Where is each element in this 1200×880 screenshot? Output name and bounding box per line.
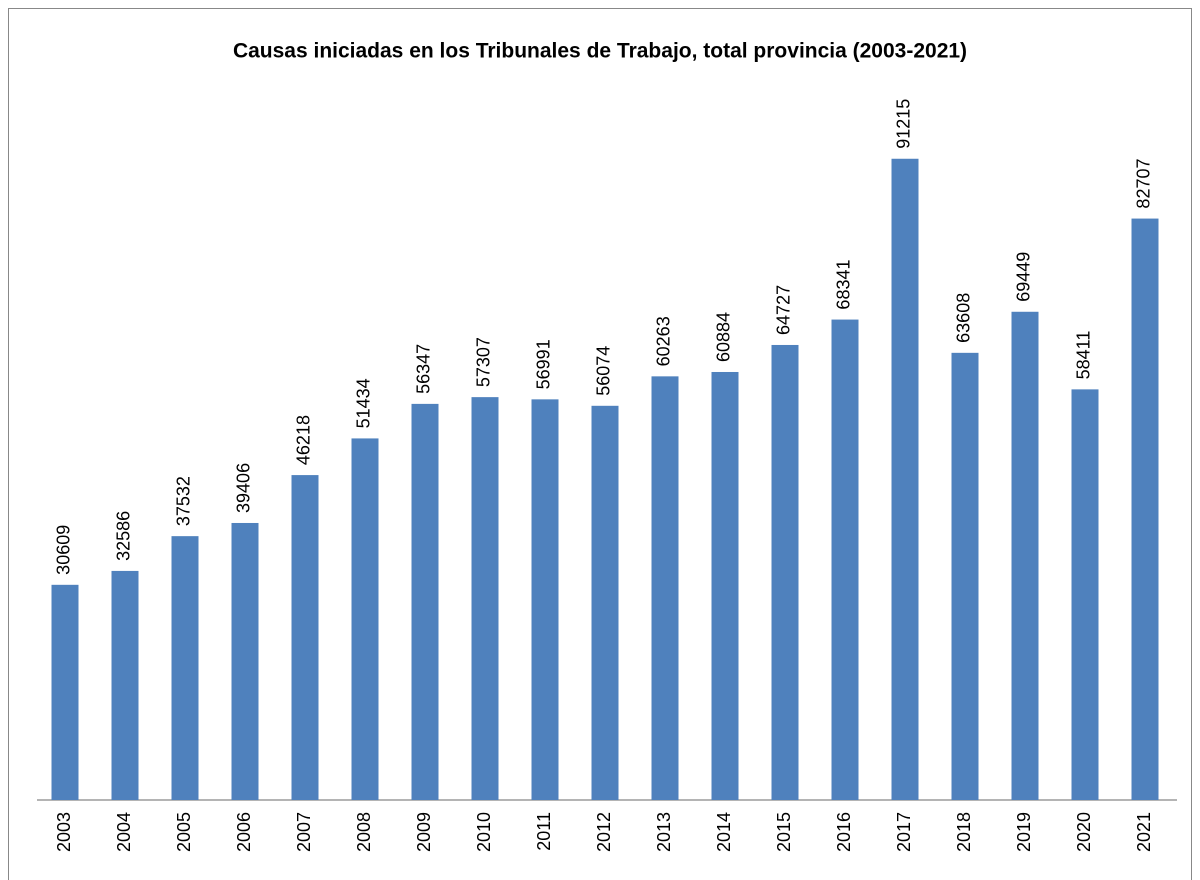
x-tick-label: 2016 <box>834 812 854 852</box>
x-tick-label: 2018 <box>954 812 974 852</box>
x-tick-label: 2020 <box>1074 812 1094 852</box>
bar <box>891 158 919 800</box>
x-tick-label: 2011 <box>534 812 554 851</box>
value-label: 32586 <box>114 511 134 561</box>
bar <box>651 376 679 800</box>
x-tick-label: 2005 <box>174 812 194 852</box>
value-label: 37532 <box>174 476 194 526</box>
x-tick-label: 2012 <box>594 812 614 852</box>
bar <box>1071 389 1099 800</box>
bar <box>351 438 379 800</box>
x-tick-label: 2014 <box>714 812 734 852</box>
bar <box>591 405 619 800</box>
value-label: 58411 <box>1074 331 1094 380</box>
x-tick-label: 2019 <box>1014 812 1034 852</box>
value-label: 46218 <box>294 415 314 465</box>
bar <box>1131 218 1159 800</box>
value-label: 82707 <box>1134 159 1154 209</box>
x-tick-label: 2009 <box>414 812 434 852</box>
x-tick-label: 2006 <box>234 812 254 852</box>
value-label: 69449 <box>1014 252 1034 302</box>
value-label: 68341 <box>834 260 854 310</box>
value-label: 63608 <box>954 293 974 343</box>
value-label: 60884 <box>714 312 734 362</box>
bar <box>531 399 559 800</box>
value-label: 60263 <box>654 316 674 366</box>
bar <box>411 403 439 800</box>
bar <box>291 475 319 800</box>
x-tick-label: 2007 <box>294 812 314 852</box>
x-tick-label: 2010 <box>474 812 494 852</box>
value-label: 56074 <box>594 346 614 396</box>
bar <box>951 352 979 800</box>
value-label: 51434 <box>354 378 374 428</box>
x-tick-label: 2021 <box>1134 812 1154 852</box>
bar <box>231 522 259 800</box>
bar <box>831 319 859 800</box>
value-label: 64727 <box>774 285 794 335</box>
bar <box>711 371 739 800</box>
bar <box>1011 311 1039 800</box>
value-label: 39406 <box>234 463 254 513</box>
x-tick-label: 2008 <box>354 812 374 852</box>
bar <box>471 397 499 800</box>
x-tick-label: 2004 <box>114 812 134 852</box>
x-tick-label: 2017 <box>894 812 914 852</box>
x-tick-label: 2013 <box>654 812 674 852</box>
bar <box>111 570 139 800</box>
value-label: 56347 <box>414 344 434 394</box>
bar <box>51 584 79 800</box>
bar <box>771 344 799 800</box>
value-label: 57307 <box>474 337 494 387</box>
value-label: 56991 <box>534 339 554 389</box>
chart-title: Causas iniciadas en los Tribunales de Tr… <box>233 40 967 63</box>
bar <box>171 536 199 800</box>
value-label: 30609 <box>54 525 74 575</box>
x-tick-label: 2003 <box>54 812 74 852</box>
value-label: 91215 <box>894 99 914 149</box>
x-tick-label: 2015 <box>774 812 794 852</box>
